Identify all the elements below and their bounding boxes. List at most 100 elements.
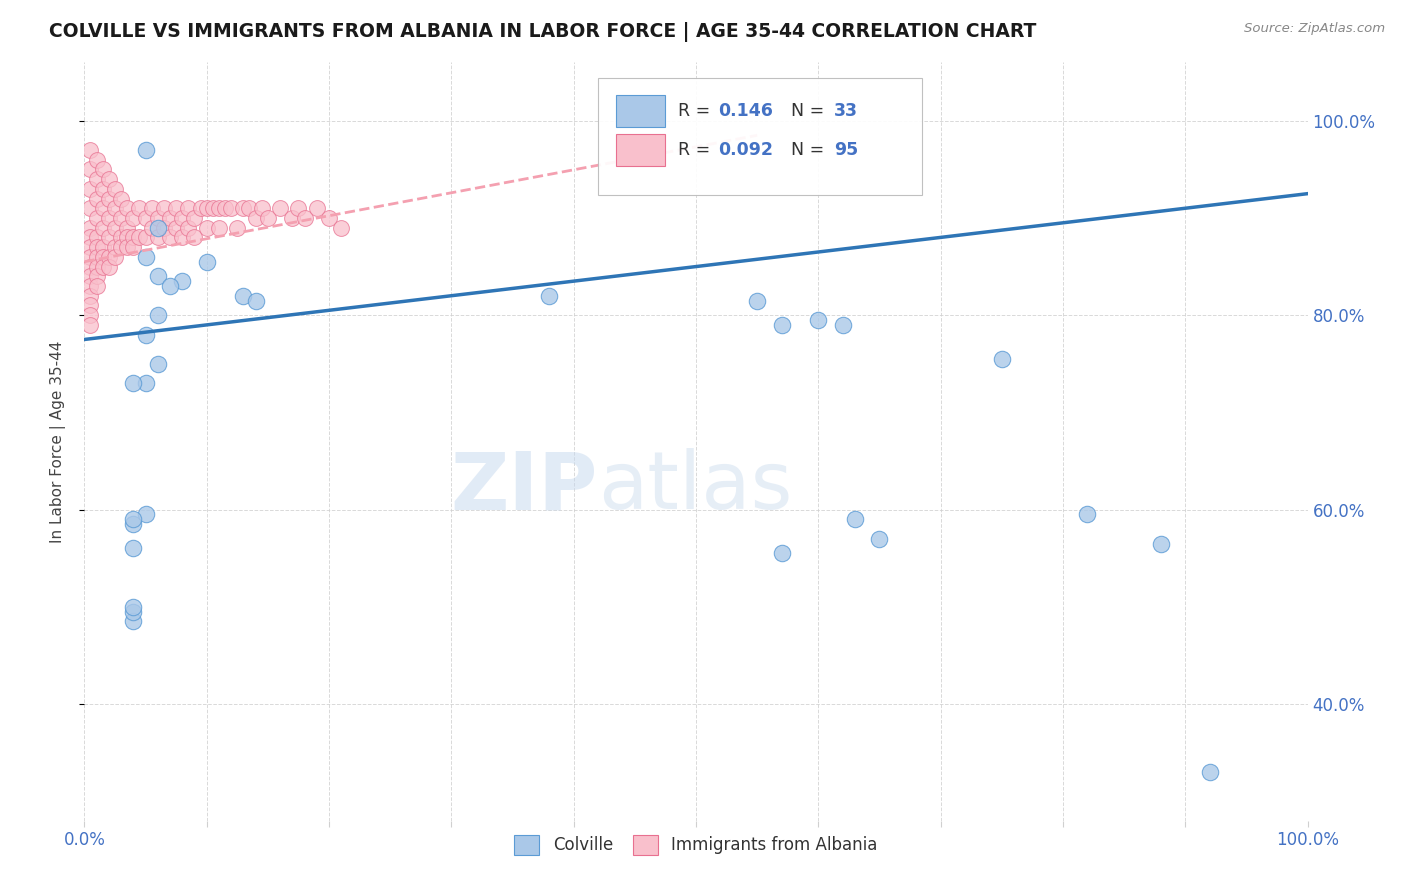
Point (146, 269, 169, 284)
Point (172, 211, 194, 225)
Y-axis label: In Labor Force | Age 35-44: In Labor Force | Age 35-44 (51, 341, 66, 542)
Point (153, 220, 176, 235)
Point (122, 517, 145, 532)
Point (135, 508, 157, 522)
Point (208, 201, 231, 215)
Point (201, 201, 224, 215)
Point (86, 211, 108, 225)
Point (1150, 536, 1173, 550)
Point (177, 201, 200, 215)
Point (86, 250, 108, 264)
Point (86, 260, 108, 274)
Point (869, 532, 891, 546)
Point (122, 615, 145, 629)
Point (104, 240, 127, 254)
Point (122, 512, 145, 526)
Point (538, 289, 561, 303)
Text: atlas: atlas (598, 448, 793, 526)
Text: COLVILLE VS IMMIGRANTS FROM ALBANIA IN LABOR FORCE | AGE 35-44 CORRELATION CHART: COLVILLE VS IMMIGRANTS FROM ALBANIA IN L… (49, 22, 1036, 42)
Point (305, 201, 328, 215)
Point (219, 201, 242, 215)
Point (318, 211, 340, 225)
Point (146, 211, 169, 225)
Point (91, 182, 114, 196)
Point (110, 240, 132, 254)
Point (122, 230, 145, 244)
Point (128, 230, 150, 244)
Point (159, 211, 181, 225)
Point (807, 313, 830, 327)
Point (232, 289, 254, 303)
Text: R =: R = (678, 102, 716, 120)
Point (1198, 765, 1220, 780)
Point (195, 220, 218, 235)
Point (79, 279, 101, 293)
Legend: Colville, Immigrants from Albania: Colville, Immigrants from Albania (508, 828, 884, 862)
Point (330, 220, 353, 235)
Point (172, 230, 194, 244)
Point (86, 192, 108, 206)
Point (135, 143, 157, 157)
Point (159, 230, 181, 244)
Point (115, 240, 138, 254)
Point (97, 211, 120, 225)
Point (183, 230, 205, 244)
Point (747, 293, 769, 308)
Point (86, 230, 108, 244)
Point (281, 211, 304, 225)
Point (104, 182, 127, 196)
Point (250, 201, 273, 215)
Text: Source: ZipAtlas.com: Source: ZipAtlas.com (1244, 22, 1385, 36)
Point (110, 211, 132, 225)
Point (86, 153, 108, 167)
Point (183, 211, 205, 225)
Point (122, 240, 145, 254)
Point (172, 274, 194, 288)
Point (141, 201, 163, 215)
Point (177, 220, 200, 235)
Point (86, 172, 108, 186)
Point (86, 269, 108, 284)
Text: 33: 33 (834, 102, 858, 120)
Point (79, 289, 101, 303)
Point (844, 512, 866, 526)
Point (238, 201, 260, 215)
Point (770, 546, 793, 560)
Bar (616, 135, 665, 166)
Point (79, 201, 101, 215)
Point (104, 201, 127, 215)
Point (79, 298, 101, 312)
Point (79, 250, 101, 264)
Point (79, 240, 101, 254)
Text: N =: N = (792, 102, 830, 120)
Point (91, 260, 114, 274)
Point (91, 240, 114, 254)
Point (79, 308, 101, 322)
Point (104, 250, 127, 264)
Point (232, 201, 254, 215)
Point (122, 541, 145, 556)
Point (97, 260, 120, 274)
Point (79, 220, 101, 235)
Point (79, 269, 101, 284)
Point (110, 230, 132, 244)
Point (153, 201, 176, 215)
Point (165, 201, 187, 215)
Point (79, 182, 101, 196)
Point (1076, 508, 1098, 522)
Point (245, 293, 267, 308)
Point (146, 230, 169, 244)
FancyBboxPatch shape (598, 78, 922, 195)
Point (165, 220, 187, 235)
Point (115, 230, 138, 244)
Point (128, 201, 150, 215)
Point (135, 250, 157, 264)
Point (97, 230, 120, 244)
Point (86, 240, 108, 254)
Point (141, 220, 163, 235)
Text: 95: 95 (834, 142, 859, 160)
Point (115, 201, 138, 215)
Point (115, 220, 138, 235)
Point (146, 357, 169, 371)
Text: N =: N = (792, 142, 830, 160)
